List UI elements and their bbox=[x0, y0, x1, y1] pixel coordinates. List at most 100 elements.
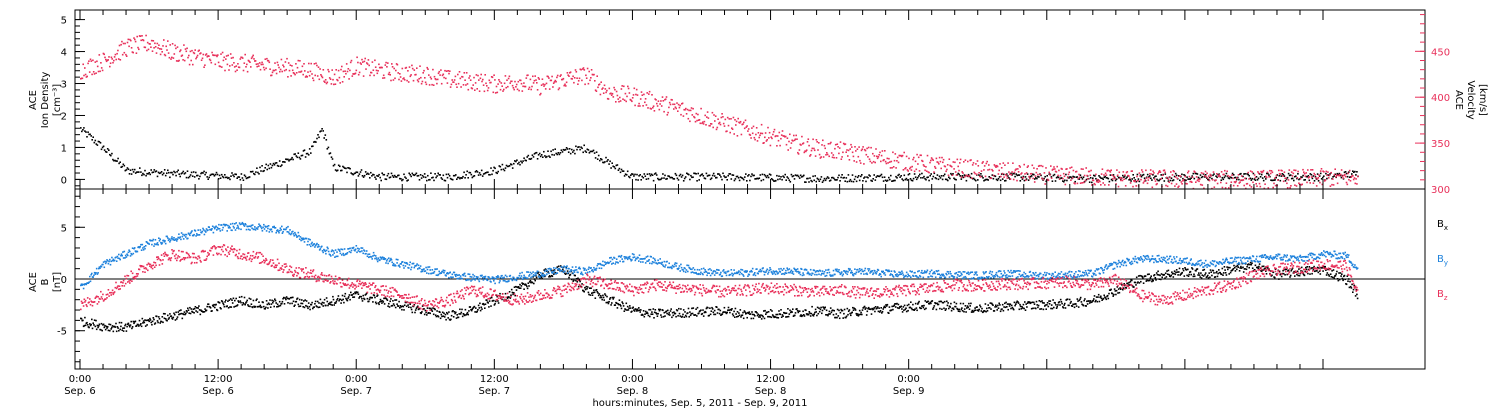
bx-point bbox=[178, 313, 180, 316]
velocity-point bbox=[901, 154, 904, 157]
velocity-point bbox=[574, 69, 577, 71]
velocity-point bbox=[1242, 179, 1245, 181]
bx-point bbox=[310, 303, 313, 306]
bx-point bbox=[240, 301, 242, 304]
velocity-point bbox=[1306, 181, 1308, 184]
density-point bbox=[1169, 179, 1172, 182]
density-point bbox=[950, 172, 952, 175]
velocity-point bbox=[134, 38, 136, 41]
bx-point bbox=[876, 307, 878, 310]
density-point bbox=[660, 178, 662, 181]
velocity-point bbox=[1033, 181, 1036, 183]
velocity-point bbox=[320, 75, 323, 78]
density-point bbox=[576, 148, 578, 151]
density-point bbox=[243, 174, 246, 176]
velocity-point bbox=[539, 93, 541, 96]
velocity-point bbox=[698, 119, 701, 121]
bx-point bbox=[650, 313, 652, 315]
velocity-point bbox=[657, 100, 660, 102]
bx-point bbox=[746, 316, 748, 319]
density-point bbox=[549, 156, 551, 158]
bx-point bbox=[916, 309, 918, 312]
bx-point bbox=[1119, 287, 1121, 289]
density-point bbox=[266, 168, 268, 171]
bx-point bbox=[928, 303, 931, 305]
velocity-point bbox=[432, 68, 434, 71]
velocity-point bbox=[1225, 182, 1228, 184]
density-point bbox=[1348, 176, 1351, 178]
velocity-point bbox=[1267, 187, 1270, 189]
density-point bbox=[1203, 176, 1206, 178]
bx-point bbox=[1319, 273, 1322, 275]
by-point bbox=[182, 233, 184, 236]
bx-point bbox=[1136, 282, 1139, 284]
velocity-point bbox=[246, 70, 249, 73]
density-point bbox=[171, 171, 173, 174]
density-point bbox=[552, 149, 554, 151]
density-point bbox=[104, 150, 107, 153]
bx-point bbox=[528, 285, 530, 287]
density-point bbox=[1250, 179, 1253, 181]
velocity-point bbox=[960, 176, 963, 179]
velocity-point bbox=[440, 69, 442, 71]
velocity-point bbox=[82, 63, 84, 66]
velocity-point bbox=[1323, 171, 1325, 173]
bx-point bbox=[999, 310, 1002, 313]
density-point bbox=[130, 173, 133, 175]
bx-point bbox=[160, 320, 163, 323]
bx-point bbox=[1112, 295, 1114, 297]
velocity-point bbox=[601, 88, 603, 90]
bx-point bbox=[718, 308, 720, 311]
velocity-point bbox=[416, 79, 419, 81]
bx-point bbox=[275, 302, 277, 304]
bx-point bbox=[649, 315, 651, 318]
by-point bbox=[228, 225, 231, 228]
velocity-point bbox=[720, 116, 723, 119]
bx-point bbox=[1339, 272, 1342, 274]
bx-point bbox=[1186, 274, 1188, 277]
velocity-point bbox=[1004, 173, 1007, 176]
density-point bbox=[938, 175, 941, 178]
density-point bbox=[824, 179, 827, 182]
velocity-point bbox=[578, 77, 581, 80]
by-point bbox=[196, 234, 199, 236]
velocity-point bbox=[492, 91, 495, 94]
velocity-point bbox=[735, 120, 738, 123]
density-point bbox=[658, 178, 660, 181]
density-point bbox=[508, 165, 511, 167]
density-point bbox=[633, 175, 635, 177]
bx-point bbox=[551, 275, 554, 278]
density-point bbox=[477, 174, 480, 176]
velocity-point bbox=[395, 69, 397, 72]
density-axis-label-line-3: [cm⁻³] bbox=[52, 84, 63, 116]
velocity-point bbox=[503, 88, 505, 91]
velocity-point bbox=[382, 77, 384, 79]
velocity-point bbox=[755, 133, 757, 136]
density-point bbox=[276, 164, 279, 167]
velocity-point bbox=[1252, 181, 1254, 184]
velocity-point bbox=[588, 70, 590, 73]
density-point bbox=[459, 177, 461, 180]
velocity-point bbox=[860, 149, 863, 152]
density-point bbox=[284, 161, 286, 163]
bx-point bbox=[430, 309, 433, 311]
density-point bbox=[648, 173, 651, 175]
density-point bbox=[259, 166, 261, 169]
velocity-point bbox=[664, 98, 667, 100]
density-point bbox=[1024, 176, 1027, 178]
density-point bbox=[1005, 179, 1007, 182]
bx-point bbox=[114, 326, 117, 328]
density-point bbox=[650, 173, 653, 176]
velocity-point bbox=[595, 90, 598, 92]
bx-point bbox=[1242, 266, 1244, 269]
density-point bbox=[582, 151, 584, 154]
velocity-point bbox=[521, 90, 524, 92]
velocity-point bbox=[740, 133, 743, 136]
bx-point bbox=[266, 303, 269, 306]
density-point bbox=[502, 168, 505, 171]
by-point bbox=[140, 243, 142, 246]
velocity-axis-label-line-1: ACE bbox=[1453, 90, 1464, 110]
density-point bbox=[1073, 176, 1075, 178]
density-point bbox=[1211, 177, 1213, 180]
velocity-point bbox=[428, 84, 431, 86]
